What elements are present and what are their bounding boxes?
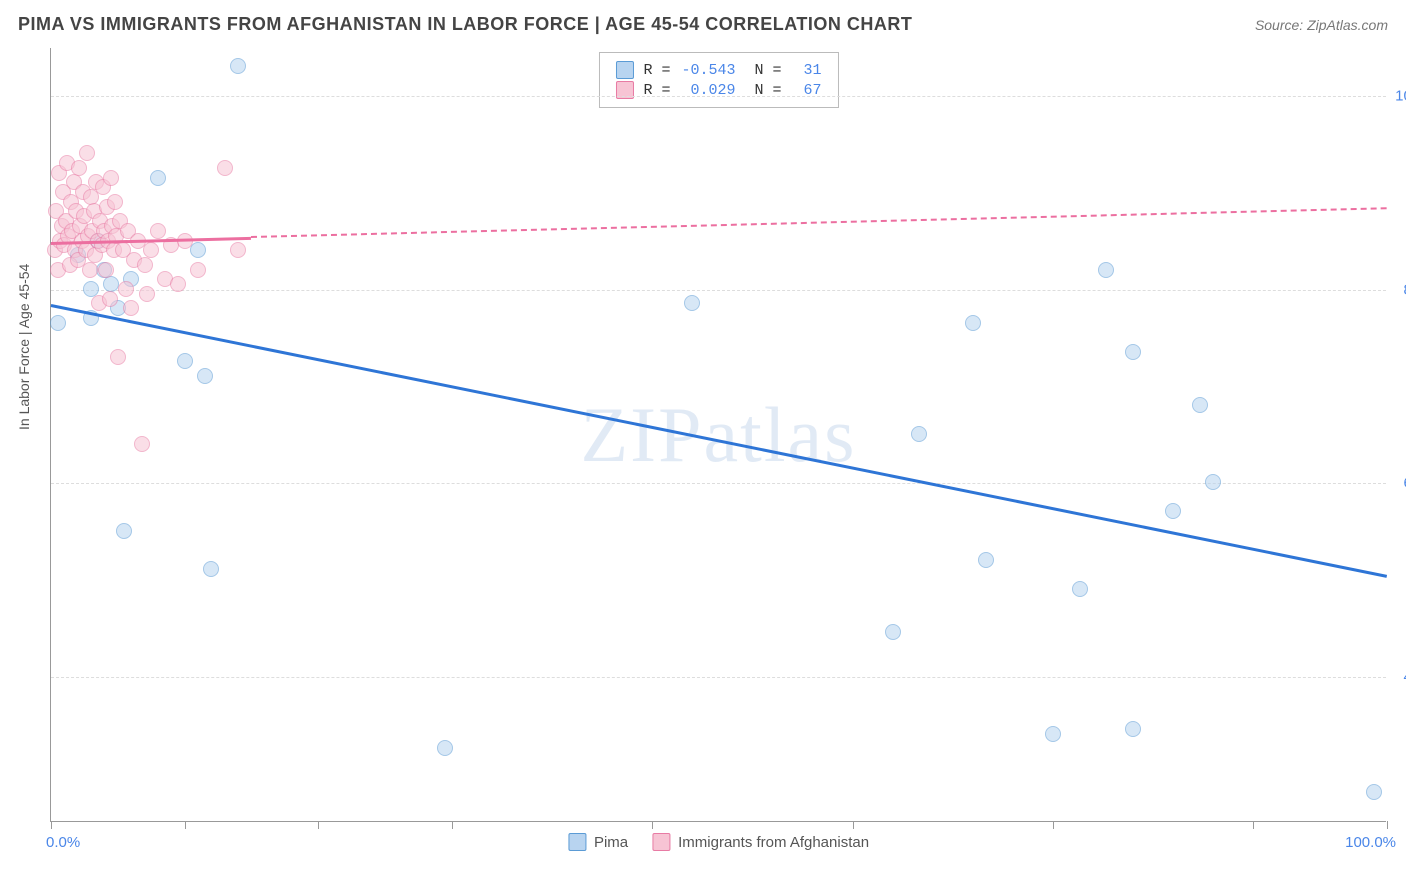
xtick: [318, 821, 319, 829]
xtick: [853, 821, 854, 829]
scatter-point: [134, 436, 150, 452]
scatter-point: [1098, 262, 1114, 278]
scatter-point: [103, 170, 119, 186]
scatter-point: [50, 315, 66, 331]
scatter-point: [98, 262, 114, 278]
plot-area: ZIPatlas R = -0.543 N = 31 R = 0.029 N =…: [50, 48, 1386, 822]
xtick: [1253, 821, 1254, 829]
legend-swatch-1: [568, 833, 586, 851]
stats-swatch-1: [615, 61, 633, 79]
chart-container: PIMA VS IMMIGRANTS FROM AFGHANISTAN IN L…: [0, 0, 1406, 892]
scatter-point: [1125, 344, 1141, 360]
scatter-point: [177, 353, 193, 369]
scatter-point: [139, 286, 155, 302]
scatter-point: [150, 170, 166, 186]
xtick: [51, 821, 52, 829]
scatter-point: [1125, 721, 1141, 737]
scatter-point: [82, 262, 98, 278]
chart-source: Source: ZipAtlas.com: [1255, 17, 1388, 33]
scatter-point: [911, 426, 927, 442]
r-value-1: -0.543: [681, 62, 736, 79]
scatter-point: [137, 257, 153, 273]
scatter-point: [1205, 474, 1221, 490]
scatter-point: [1366, 784, 1382, 800]
trend-line: [51, 304, 1387, 577]
scatter-point: [437, 740, 453, 756]
legend-label-2: Immigrants from Afghanistan: [678, 834, 869, 851]
scatter-point: [150, 223, 166, 239]
ytick-label: 80.0%: [1391, 281, 1406, 298]
scatter-point: [83, 281, 99, 297]
watermark: ZIPatlas: [581, 390, 857, 480]
bottom-legend: Pima Immigrants from Afghanistan: [568, 833, 869, 851]
scatter-point: [110, 349, 126, 365]
xtick: [1387, 821, 1388, 829]
stats-legend-box: R = -0.543 N = 31 R = 0.029 N = 67: [598, 52, 838, 108]
scatter-point: [107, 194, 123, 210]
scatter-point: [1165, 503, 1181, 519]
scatter-point: [103, 276, 119, 292]
scatter-point: [885, 624, 901, 640]
xtick: [185, 821, 186, 829]
scatter-point: [71, 160, 87, 176]
scatter-point: [190, 262, 206, 278]
scatter-point: [217, 160, 233, 176]
gridline-h: [51, 677, 1386, 678]
x-axis-min-label: 0.0%: [46, 834, 80, 851]
gridline-h: [51, 290, 1386, 291]
scatter-point: [116, 523, 132, 539]
scatter-point: [170, 276, 186, 292]
scatter-point: [1072, 581, 1088, 597]
y-axis-label: In Labor Force | Age 45-54: [16, 264, 32, 430]
scatter-point: [684, 295, 700, 311]
legend-swatch-2: [652, 833, 670, 851]
scatter-point: [978, 552, 994, 568]
chart-header: PIMA VS IMMIGRANTS FROM AFGHANISTAN IN L…: [18, 14, 1388, 35]
ytick-label: 40.0%: [1391, 668, 1406, 685]
scatter-point: [143, 242, 159, 258]
scatter-point: [1192, 397, 1208, 413]
ytick-label: 60.0%: [1391, 475, 1406, 492]
scatter-point: [1045, 726, 1061, 742]
xtick: [1053, 821, 1054, 829]
ytick-label: 100.0%: [1391, 88, 1406, 105]
legend-label-1: Pima: [594, 834, 628, 851]
scatter-point: [190, 242, 206, 258]
scatter-point: [79, 145, 95, 161]
gridline-h: [51, 483, 1386, 484]
legend-item-2: Immigrants from Afghanistan: [652, 833, 869, 851]
chart-title: PIMA VS IMMIGRANTS FROM AFGHANISTAN IN L…: [18, 14, 912, 35]
stats-row-series-1: R = -0.543 N = 31: [615, 61, 821, 79]
gridline-h: [51, 96, 1386, 97]
scatter-point: [965, 315, 981, 331]
scatter-point: [230, 242, 246, 258]
n-value-1: 31: [792, 62, 822, 79]
scatter-point: [203, 561, 219, 577]
scatter-point: [230, 58, 246, 74]
legend-item-1: Pima: [568, 833, 628, 851]
x-axis-max-label: 100.0%: [1345, 834, 1396, 851]
xtick: [652, 821, 653, 829]
scatter-point: [102, 291, 118, 307]
scatter-point: [118, 281, 134, 297]
trend-line: [251, 208, 1387, 239]
scatter-point: [197, 368, 213, 384]
xtick: [452, 821, 453, 829]
scatter-point: [123, 300, 139, 316]
